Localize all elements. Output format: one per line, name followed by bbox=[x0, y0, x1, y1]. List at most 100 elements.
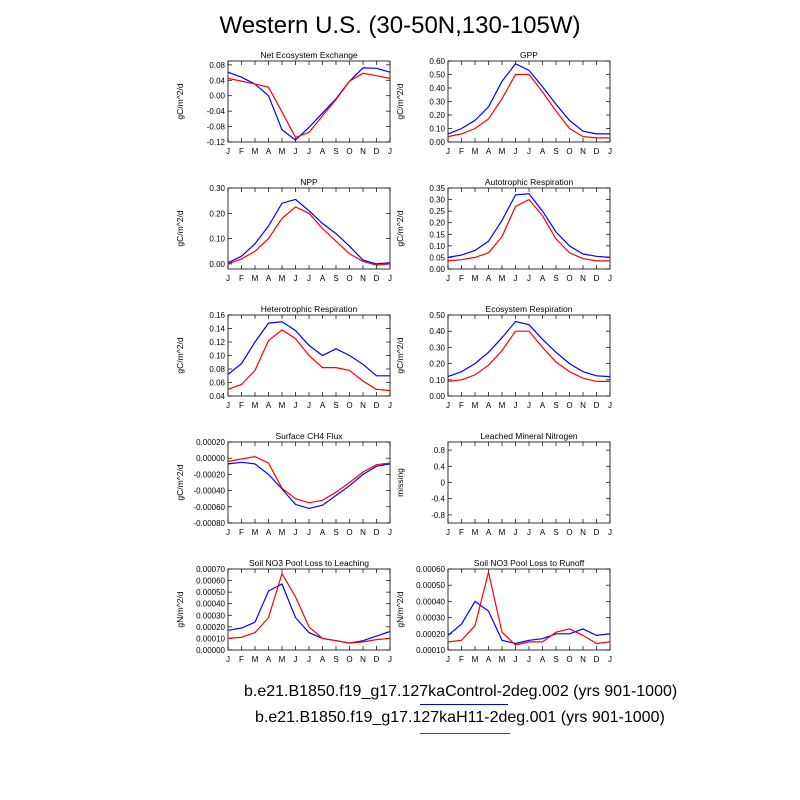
ecosystem-respiration-xtick-label: J bbox=[608, 401, 612, 410]
heterotrophic-respiration-xtick-label: D bbox=[374, 401, 380, 410]
gpp-ytick-label: 0.50 bbox=[429, 71, 445, 80]
heterotrophic-respiration-ytick-label: 0.14 bbox=[209, 325, 225, 334]
leached-mineral-nitrogen-xtick-label: J bbox=[608, 528, 612, 537]
soil-no3-pool-loss-to-leaching-xtick-label: F bbox=[239, 655, 244, 664]
leached-mineral-nitrogen-xtick-label: D bbox=[594, 528, 600, 537]
soil-no3-pool-loss-to-leaching-xtick-label: J bbox=[388, 655, 392, 664]
soil-no3-pool-loss-to-leaching-xtick-label: S bbox=[333, 655, 338, 664]
leached-mineral-nitrogen-xtick-label: M bbox=[499, 528, 506, 537]
leached-mineral-nitrogen-xtick-label: A bbox=[486, 528, 492, 537]
soil-no3-pool-loss-to-leaching-line-control bbox=[227, 583, 391, 644]
npp-xtick-label: J bbox=[307, 274, 311, 283]
autotrophic-respiration-xtick-label: J bbox=[514, 274, 518, 283]
leached-mineral-nitrogen-xtick-label: J bbox=[527, 528, 531, 537]
net-ecosystem-exchange-ytick-label: 0.00 bbox=[209, 92, 225, 101]
surface-ch4-flux-line-control bbox=[227, 461, 391, 510]
soil-no3-pool-loss-to-leaching-xtick-label: J bbox=[226, 655, 230, 664]
gpp-xtick-label: M bbox=[499, 147, 506, 156]
npp-ytick-label: 0.00 bbox=[209, 260, 225, 269]
soil-no3-pool-loss-to-leaching-xtick-label: J bbox=[307, 655, 311, 664]
leached-mineral-nitrogen-xtick-label: N bbox=[580, 528, 586, 537]
soil-no3-pool-loss-to-leaching-xtick-label: J bbox=[294, 655, 298, 664]
net-ecosystem-exchange-xtick-label: O bbox=[346, 147, 352, 156]
leached-mineral-nitrogen-xtick-label: O bbox=[566, 528, 572, 537]
heterotrophic-respiration-xtick-label: A bbox=[320, 401, 326, 410]
surface-ch4-flux-title: Surface CH4 Flux bbox=[275, 431, 343, 441]
gpp-ytick-label: 0.00 bbox=[429, 138, 445, 147]
soil-no3-pool-loss-to-runoff-xtick-label: N bbox=[580, 655, 586, 664]
npp-xtick-label: J bbox=[226, 274, 230, 283]
net-ecosystem-exchange-title: Net Ecosystem Exchange bbox=[260, 50, 358, 60]
leached-mineral-nitrogen-frame bbox=[447, 441, 611, 524]
soil-no3-pool-loss-to-runoff-ytick-label: 0.00040 bbox=[416, 597, 445, 606]
soil-no3-pool-loss-to-runoff-xtick-label: M bbox=[499, 655, 506, 664]
gpp-xtick-label: J bbox=[514, 147, 518, 156]
ecosystem-respiration-xtick-label: J bbox=[514, 401, 518, 410]
net-ecosystem-exchange-ytick-label: 0.04 bbox=[209, 76, 225, 85]
leached-mineral-nitrogen-ytick-label: 0.4 bbox=[434, 462, 446, 471]
ecosystem-respiration-xtick-label: M bbox=[499, 401, 506, 410]
autotrophic-respiration-xtick-label: M bbox=[499, 274, 506, 283]
heterotrophic-respiration-line-h11 bbox=[227, 329, 391, 392]
soil-no3-pool-loss-to-runoff-xtick-label: A bbox=[486, 655, 492, 664]
autotrophic-respiration-ytick-label: 0.15 bbox=[429, 230, 445, 239]
soil-no3-pool-loss-to-leaching-xtick-label: A bbox=[320, 655, 326, 664]
net-ecosystem-exchange-xtick-label: A bbox=[320, 147, 326, 156]
leached-mineral-nitrogen-title: Leached Mineral Nitrogen bbox=[480, 431, 578, 441]
soil-no3-pool-loss-to-leaching-xtick-label: M bbox=[252, 655, 259, 664]
heterotrophic-respiration-xtick-label: J bbox=[307, 401, 311, 410]
npp-xtick-label: O bbox=[346, 274, 352, 283]
ecosystem-respiration-ytick-label: 0.40 bbox=[429, 327, 445, 336]
heterotrophic-respiration-xtick-label: J bbox=[294, 401, 298, 410]
autotrophic-respiration-line-h11 bbox=[447, 198, 610, 262]
soil-no3-pool-loss-to-leaching-ylabel: gN/m^2/d bbox=[175, 591, 185, 627]
npp-line-control bbox=[227, 198, 391, 265]
legend-label-control: b.e21.B1850.f19_g17.127kaControl-2deg.00… bbox=[244, 683, 678, 700]
soil-no3-pool-loss-to-runoff-line-h11 bbox=[447, 572, 611, 646]
net-ecosystem-exchange-xtick-label: J bbox=[294, 147, 298, 156]
heterotrophic-respiration-xtick-label: J bbox=[388, 401, 392, 410]
npp-xtick-label: M bbox=[252, 274, 259, 283]
surface-ch4-flux-xtick-label: A bbox=[320, 528, 326, 537]
gpp-xtick-label: D bbox=[594, 147, 600, 156]
npp-line-h11 bbox=[227, 206, 391, 266]
soil-no3-pool-loss-to-leaching-xtick-label: A bbox=[266, 655, 272, 664]
ecosystem-respiration-xtick-label: J bbox=[446, 401, 450, 410]
net-ecosystem-exchange-xtick-label: D bbox=[374, 147, 380, 156]
autotrophic-respiration-xtick-label: F bbox=[459, 274, 464, 283]
heterotrophic-respiration-ytick-label: 0.10 bbox=[209, 352, 225, 361]
gpp-xtick-label: J bbox=[608, 147, 612, 156]
heterotrophic-respiration-ytick-label: 0.12 bbox=[209, 338, 225, 347]
soil-no3-pool-loss-to-leaching-ytick-label: 0.00030 bbox=[196, 611, 225, 620]
soil-no3-pool-loss-to-runoff-xtick-label: M bbox=[472, 655, 479, 664]
soil-no3-pool-loss-to-leaching-xtick-label: M bbox=[279, 655, 286, 664]
gpp-xtick-label: J bbox=[527, 147, 531, 156]
ecosystem-respiration-xtick-label: O bbox=[566, 401, 572, 410]
surface-ch4-flux-ytick-label: -0.00040 bbox=[193, 487, 225, 496]
gpp-xtick-label: F bbox=[459, 147, 464, 156]
ecosystem-respiration-line-h11 bbox=[447, 330, 610, 382]
net-ecosystem-exchange-xtick-label: A bbox=[266, 147, 272, 156]
figure-title: Western U.S. (30-50N,130-105W) bbox=[219, 12, 581, 39]
ecosystem-respiration-ytick-label: 0.20 bbox=[429, 360, 445, 369]
surface-ch4-flux-xtick-label: O bbox=[346, 528, 352, 537]
heterotrophic-respiration-title: Heterotrophic Respiration bbox=[261, 304, 358, 314]
ecosystem-respiration-xtick-label: A bbox=[540, 401, 546, 410]
soil-no3-pool-loss-to-leaching-xtick-label: D bbox=[374, 655, 380, 664]
net-ecosystem-exchange-xtick-label: F bbox=[239, 147, 244, 156]
npp-xtick-label: A bbox=[320, 274, 326, 283]
gpp-xtick-label: A bbox=[540, 147, 546, 156]
soil-no3-pool-loss-to-runoff-ylabel: gN/m^2/d bbox=[395, 591, 405, 627]
soil-no3-pool-loss-to-runoff-xtick-label: J bbox=[446, 655, 450, 664]
soil-no3-pool-loss-to-leaching-ytick-label: 0.00010 bbox=[196, 634, 225, 643]
ecosystem-respiration-ytick-label: 0.10 bbox=[429, 376, 445, 385]
npp-xtick-label: A bbox=[266, 274, 272, 283]
autotrophic-respiration-xtick-label: O bbox=[566, 274, 572, 283]
soil-no3-pool-loss-to-runoff-frame bbox=[447, 568, 611, 651]
surface-ch4-flux-ylabel: gC/m^2/d bbox=[175, 464, 185, 500]
surface-ch4-flux-xtick-label: D bbox=[374, 528, 380, 537]
autotrophic-respiration-xtick-label: A bbox=[486, 274, 492, 283]
npp-ytick-label: 0.30 bbox=[209, 184, 225, 193]
net-ecosystem-exchange-frame bbox=[227, 60, 391, 143]
autotrophic-respiration-ytick-label: 0.00 bbox=[429, 265, 445, 274]
